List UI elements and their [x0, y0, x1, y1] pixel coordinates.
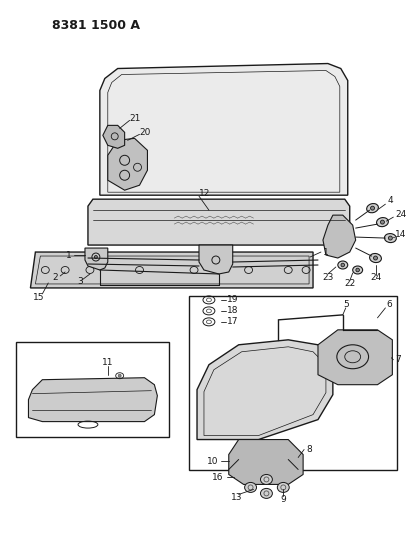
Text: 8381 1500 A: 8381 1500 A: [52, 19, 140, 31]
Polygon shape: [103, 125, 124, 148]
Ellipse shape: [276, 482, 288, 492]
Polygon shape: [108, 139, 147, 190]
Circle shape: [340, 263, 344, 267]
Polygon shape: [322, 215, 355, 258]
Circle shape: [94, 255, 97, 259]
Ellipse shape: [337, 261, 347, 269]
Text: 6: 6: [386, 301, 391, 309]
Polygon shape: [30, 252, 312, 288]
Polygon shape: [228, 440, 302, 484]
Text: 1: 1: [322, 247, 328, 256]
Ellipse shape: [369, 254, 380, 263]
Circle shape: [118, 374, 121, 377]
Text: 11: 11: [102, 358, 113, 367]
Text: 7: 7: [394, 356, 400, 364]
Bar: [16, 342, 169, 437]
Text: 21: 21: [129, 114, 141, 123]
Polygon shape: [100, 63, 347, 195]
Polygon shape: [197, 340, 332, 440]
Ellipse shape: [352, 266, 362, 274]
Text: 8: 8: [306, 445, 311, 454]
Ellipse shape: [244, 482, 256, 492]
Text: 24: 24: [369, 273, 380, 282]
Text: 10: 10: [207, 457, 218, 466]
Text: 5: 5: [342, 301, 348, 309]
Ellipse shape: [384, 233, 396, 243]
Circle shape: [355, 268, 359, 272]
Text: 13: 13: [230, 493, 242, 502]
Ellipse shape: [260, 488, 272, 498]
Circle shape: [380, 220, 384, 224]
Text: 22: 22: [343, 279, 355, 288]
Circle shape: [370, 206, 373, 210]
Text: 4: 4: [387, 196, 392, 205]
Circle shape: [373, 256, 377, 260]
Polygon shape: [317, 330, 391, 385]
Text: 16: 16: [212, 473, 223, 482]
Ellipse shape: [375, 217, 387, 227]
Ellipse shape: [366, 204, 378, 213]
Bar: [189, 296, 396, 471]
Circle shape: [387, 236, 391, 240]
Text: 24: 24: [394, 209, 406, 219]
Polygon shape: [88, 199, 349, 245]
Ellipse shape: [260, 474, 272, 484]
Text: 12: 12: [198, 189, 210, 198]
Polygon shape: [198, 245, 232, 274]
Text: 18: 18: [226, 306, 238, 316]
Text: 17: 17: [226, 317, 238, 326]
Text: 2: 2: [52, 273, 58, 282]
Polygon shape: [28, 378, 157, 422]
Text: 3: 3: [77, 278, 83, 286]
Text: 15: 15: [33, 294, 44, 302]
Polygon shape: [85, 248, 108, 270]
Text: 19: 19: [226, 295, 238, 304]
Text: 23: 23: [321, 273, 333, 282]
Text: 9: 9: [280, 495, 285, 504]
Text: 1: 1: [66, 251, 72, 260]
Text: 14: 14: [394, 230, 406, 239]
Text: 20: 20: [139, 128, 151, 137]
